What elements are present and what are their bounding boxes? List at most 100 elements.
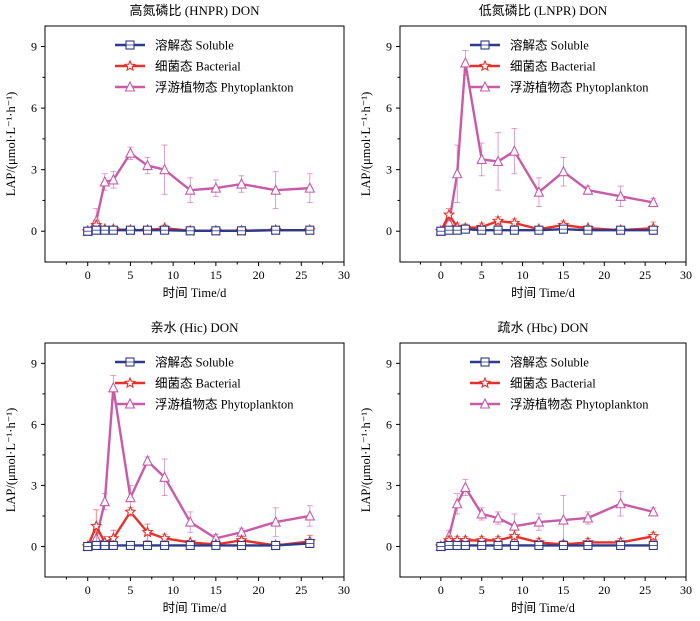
data-point [491,214,505,227]
data-point [508,216,521,229]
x-tick-label: 0 [85,268,91,282]
data-point [459,481,471,493]
legend-label: 细菌态 Bacterial [510,60,596,74]
y-tick-label: 9 [386,40,392,54]
x-tick-label: 0 [85,583,91,597]
legend: 溶解态 Soluble 细菌态 Bacterial 浮游植物态 Phytoplank… [470,355,649,412]
x-tick-label: 10 [167,268,179,282]
y-tick-label: 9 [31,40,37,54]
y-tick-label: 0 [31,539,37,553]
x-tick-label: 15 [210,583,222,597]
y-tick-label: 9 [386,356,392,370]
y-tick-label: 0 [386,539,392,553]
x-tick-label: 10 [167,583,179,597]
legend-label: 浮游植物态 Phytoplankton [155,80,294,95]
y-tick-label: 6 [386,101,392,115]
series-square [83,225,315,236]
data-point [647,529,660,542]
x-tick-label: 5 [127,583,133,597]
series-square [83,538,315,552]
chart-panel-3: 亲水 (Hic) DON 0 5 10 15 20 25 30 0 3 6 9 时间 Time/d LAP… [4,320,350,615]
data-point [459,56,471,68]
series-line [86,152,310,232]
legend-marker [478,376,492,389]
legend-marker [123,376,137,389]
data-point [582,511,594,523]
data-point [124,505,137,518]
data-point [236,177,247,189]
y-tick-label: 3 [386,478,392,492]
data-point [304,181,316,193]
data-point [533,515,545,527]
data-point [476,507,488,519]
chart-title: 低氮磷比 (LNPR) DON [479,3,608,18]
data-point [533,185,545,197]
series-triangle [435,50,659,236]
data-point [509,144,520,156]
data-point [451,497,463,509]
x-axis-label: 时间 Time/d [511,601,576,615]
data-point [558,165,569,177]
legend-label: 溶解态 Soluble [155,38,234,53]
legend-label: 浮游植物态 Phytoplankton [510,397,649,412]
legend-marker [123,59,137,72]
x-tick-label: 20 [253,583,265,597]
y-axis-label: LAP/(μmol·L⁻¹·h⁻¹) [359,408,373,512]
data-point [647,505,659,517]
data-point [492,155,504,166]
data-point [508,529,521,542]
y-axis-label: LAP/(μmol·L⁻¹·h⁻¹) [4,408,18,512]
x-tick-label: 25 [639,583,651,597]
data-point [270,183,282,195]
x-tick-label: 20 [598,583,610,597]
series-triangle [435,478,659,552]
data-point [476,153,488,164]
chart-title: 高氮磷比 (HNPR) DON [129,3,260,18]
data-point [615,190,627,201]
data-point [142,159,153,171]
legend-marker [479,80,491,92]
legend-label: 溶解态 Soluble [155,355,234,370]
data-point [270,515,282,527]
chart-title: 疏水 (Hbc) DON [498,320,590,335]
x-tick-label: 30 [338,268,350,282]
x-tick-label: 15 [557,268,569,282]
x-axis-label: 时间 Time/d [163,286,228,300]
legend-label: 浮游植物态 Phytoplankton [155,397,294,412]
data-point [125,147,136,158]
x-tick-label: 20 [253,268,265,282]
chart-panel-1: 高氮磷比 (HNPR) DON 0 5 10 15 20 25 30 0 3 6 9 时间 Time/d… [4,3,350,300]
x-tick-label: 25 [639,268,651,282]
x-tick-label: 30 [338,583,350,597]
data-point [210,181,222,193]
series-triangle [82,144,316,236]
y-tick-label: 6 [31,417,37,431]
series-square [436,540,658,552]
data-point [647,196,659,208]
x-tick-label: 25 [295,268,307,282]
data-point [141,525,154,538]
data-point [442,208,456,221]
chart-panel-2: 低氮磷比 (LNPR) DON 0 5 10 15 20 25 30 0 3 6 9 时间 Time/d… [359,3,692,300]
data-point [184,183,196,195]
series-square [436,224,658,236]
data-point [451,167,463,179]
x-tick-label: 5 [479,268,485,282]
y-tick-label: 3 [386,163,392,177]
legend-marker [479,397,491,409]
legend-label: 浮游植物态 Phytoplankton [510,80,649,95]
x-axis-label: 时间 Time/d [163,601,228,615]
x-tick-label: 15 [557,583,569,597]
data-point [90,519,103,532]
y-tick-label: 3 [31,478,37,492]
x-tick-label: 30 [680,268,692,282]
legend: 溶解态 Soluble 细菌态 Bacterial 浮游植物态 Phytoplank… [115,38,294,95]
series-line [439,486,654,548]
legend-label: 细菌态 Bacterial [155,60,241,74]
data-point [107,173,119,185]
y-tick-label: 0 [386,224,392,238]
data-point [558,513,569,525]
x-tick-label: 30 [680,583,692,597]
data-point [582,183,594,195]
data-point [615,497,627,509]
